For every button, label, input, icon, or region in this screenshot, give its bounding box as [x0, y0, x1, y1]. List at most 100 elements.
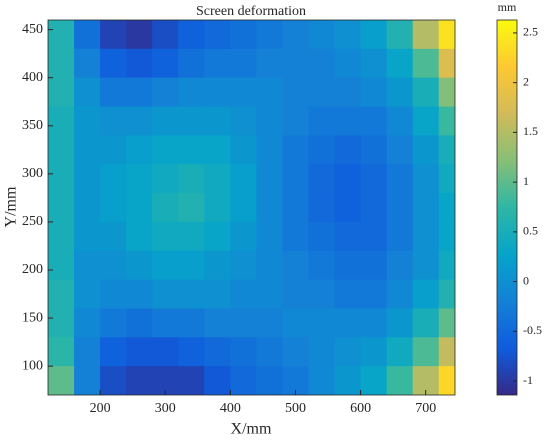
- heat-cell: [100, 221, 127, 252]
- heat-cell: [308, 308, 336, 338]
- heat-cell: [282, 135, 309, 165]
- heat-cell: [334, 135, 362, 165]
- heat-cell: [74, 366, 101, 395]
- heat-cell: [360, 164, 388, 194]
- heat-cell: [256, 48, 283, 79]
- heat-cell: [230, 279, 257, 309]
- heat-cell: [74, 106, 101, 136]
- heat-cell: [204, 366, 231, 395]
- x-tick-label: 700: [415, 401, 436, 416]
- plot-frame: [47, 19, 456, 396]
- heat-cell: [386, 106, 414, 136]
- heat-cell: [48, 221, 75, 252]
- heat-cell: [100, 135, 127, 165]
- heat-cell: [178, 279, 205, 309]
- heat-cell: [74, 337, 101, 367]
- heat-cell: [438, 77, 455, 108]
- heat-cell: [100, 164, 127, 194]
- heat-cell: [256, 308, 283, 338]
- y-tick-label: 100: [22, 358, 43, 373]
- colorbar-tick-label: 1.5: [523, 124, 538, 138]
- heat-cell: [334, 366, 362, 395]
- heat-cell: [204, 20, 231, 50]
- heat-cell: [438, 193, 455, 223]
- heat-cell: [230, 308, 257, 338]
- heat-cell: [230, 106, 257, 136]
- heat-cell: [100, 279, 127, 309]
- y-tick-label: 300: [22, 166, 43, 181]
- heat-cell: [126, 164, 153, 194]
- heat-cell: [230, 250, 257, 281]
- heat-cell: [126, 77, 153, 108]
- heat-cell: [334, 193, 362, 223]
- heat-cell: [438, 279, 455, 309]
- x-tick-label: 400: [220, 401, 241, 416]
- heat-cell: [230, 135, 257, 165]
- heat-cell: [386, 250, 414, 281]
- colorbar-label: mm: [498, 0, 517, 14]
- heat-cell: [100, 337, 127, 367]
- heat-cell: [438, 135, 455, 165]
- heat-cell: [126, 337, 153, 367]
- heat-cell: [178, 366, 205, 395]
- colorbar-tick-label: 2.5: [523, 25, 538, 39]
- heat-cell: [334, 106, 362, 136]
- heat-cell: [126, 106, 153, 136]
- heat-cell: [360, 193, 388, 223]
- heat-cell: [178, 77, 205, 108]
- heat-cell: [204, 106, 231, 136]
- heat-cell: [74, 164, 101, 194]
- heat-cell: [282, 337, 309, 367]
- colorbar-tick-label: 0: [523, 273, 529, 287]
- heat-cell: [178, 106, 205, 136]
- heat-cell: [256, 221, 283, 252]
- heat-cell: [256, 77, 283, 108]
- heat-cell: [282, 20, 309, 50]
- heat-cell: [152, 250, 179, 281]
- heat-cell: [48, 279, 75, 309]
- heat-cell: [386, 164, 414, 194]
- heat-cell: [412, 337, 440, 367]
- heat-cell: [360, 48, 388, 79]
- heat-cell: [152, 308, 179, 338]
- heat-cell: [386, 366, 414, 395]
- heat-cell: [334, 77, 362, 108]
- heat-cell: [74, 77, 101, 108]
- heat-cell: [282, 193, 309, 223]
- heat-cell: [438, 337, 455, 367]
- heat-cell: [126, 221, 153, 252]
- y-tick-label: 450: [22, 22, 43, 37]
- x-tick-label: 300: [155, 401, 176, 416]
- y-axis-label: Y/mm: [3, 186, 20, 227]
- heat-cell: [204, 48, 231, 79]
- heat-cell: [412, 308, 440, 338]
- heat-cell: [360, 106, 388, 136]
- heat-cell: [334, 250, 362, 281]
- heat-cell: [412, 221, 440, 252]
- y-tick-label: 400: [22, 70, 43, 85]
- heat-cell: [100, 77, 127, 108]
- heat-cell: [100, 20, 127, 50]
- heat-cell: [152, 279, 179, 309]
- heat-cell: [334, 20, 362, 50]
- heat-cell: [230, 366, 257, 395]
- heat-cell: [204, 279, 231, 309]
- heat-cell: [308, 164, 336, 194]
- heat-cell: [48, 337, 75, 367]
- heat-cell: [178, 164, 205, 194]
- heat-cell: [412, 106, 440, 136]
- heat-cell: [100, 48, 127, 79]
- colorbar: [496, 19, 518, 396]
- x-tick-label: 200: [90, 401, 111, 416]
- heat-cell: [126, 48, 153, 79]
- colorbar-tick-label: -0.5: [523, 323, 542, 337]
- heat-cell: [308, 221, 336, 252]
- heat-cell: [100, 250, 127, 281]
- heat-cell: [308, 250, 336, 281]
- heat-cell: [230, 20, 257, 50]
- x-tick-label: 600: [350, 401, 371, 416]
- heat-cell: [334, 164, 362, 194]
- heat-cell: [360, 135, 388, 165]
- heat-cell: [308, 48, 336, 79]
- heat-cell: [438, 48, 455, 79]
